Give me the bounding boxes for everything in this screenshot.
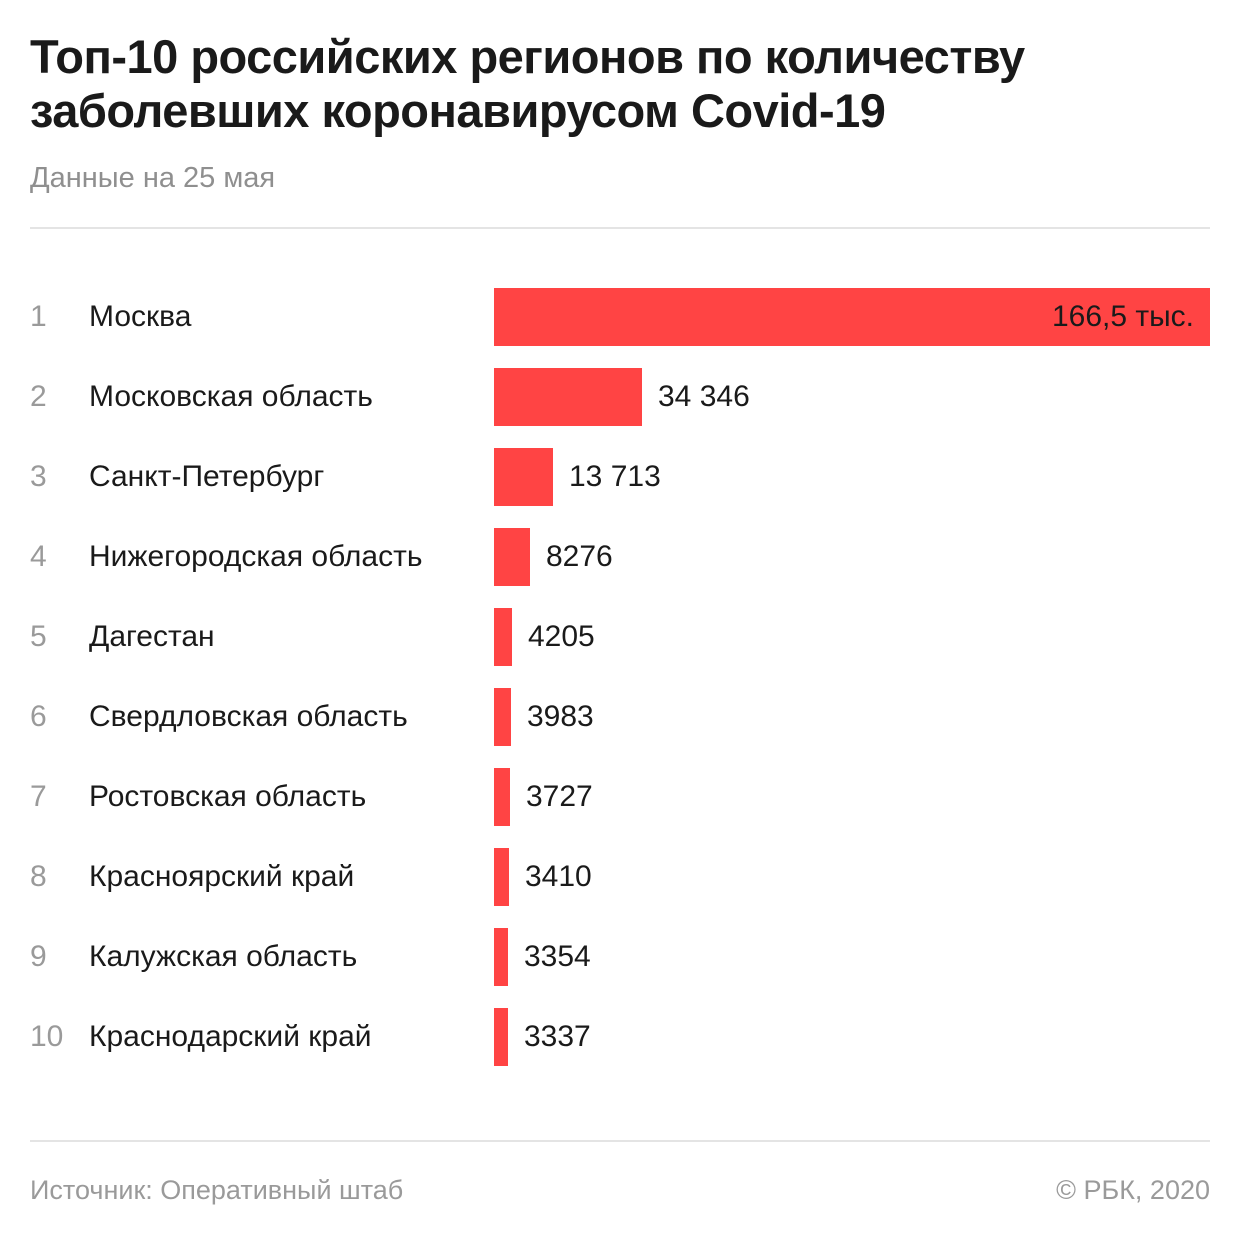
region-label: Москва [89,300,192,333]
bar [494,288,1210,346]
region-label: Московская область [89,380,373,413]
value-label: 3337 [524,1020,591,1053]
bar [494,1008,508,1066]
value-label: 3983 [527,700,594,733]
value-label: 3727 [526,780,593,813]
value-label: 3354 [524,940,591,973]
region-label: Нижегородская область [89,540,423,573]
chart-title: Топ-10 российских регионов по количеству… [30,30,1025,137]
region-label: Ростовская область [89,780,367,813]
value-label: 3410 [525,860,592,893]
region-label: Калужская область [89,940,358,973]
rank-label: 9 [30,940,47,973]
value-label: 13 713 [569,460,661,493]
rank-label: 10 [30,1020,64,1053]
value-label: 8276 [546,540,613,573]
rank-label: 2 [30,380,47,413]
region-label: Санкт-Петербург [89,460,325,493]
top-divider [30,227,1210,229]
rank-label: 4 [30,540,47,573]
rank-label: 3 [30,460,47,493]
value-label: 4205 [528,620,595,653]
bar [494,688,511,746]
chart-subtitle: Данные на 25 мая [30,162,276,194]
bottom-divider [30,1140,1210,1142]
rank-label: 7 [30,780,47,813]
region-label: Краснодарский край [89,1020,372,1053]
bar [494,928,508,986]
rank-label: 5 [30,620,47,653]
bar [494,768,510,826]
value-label: 166,5 тыс. [1051,300,1194,333]
region-label: Свердловская область [89,700,408,733]
value-label: 34 346 [658,380,750,413]
copyright-note: © РБК, 2020 [1056,1175,1210,1205]
bar [494,608,512,666]
source-note: Источник: Оперативный штаб [30,1175,404,1205]
bar [494,368,642,426]
bar [494,528,530,586]
bar [494,448,553,506]
bar [494,848,509,906]
rank-label: 1 [30,300,47,333]
rank-label: 8 [30,860,47,893]
region-label: Красноярский край [89,860,355,893]
region-label: Дагестан [89,620,215,653]
rank-label: 6 [30,700,47,733]
